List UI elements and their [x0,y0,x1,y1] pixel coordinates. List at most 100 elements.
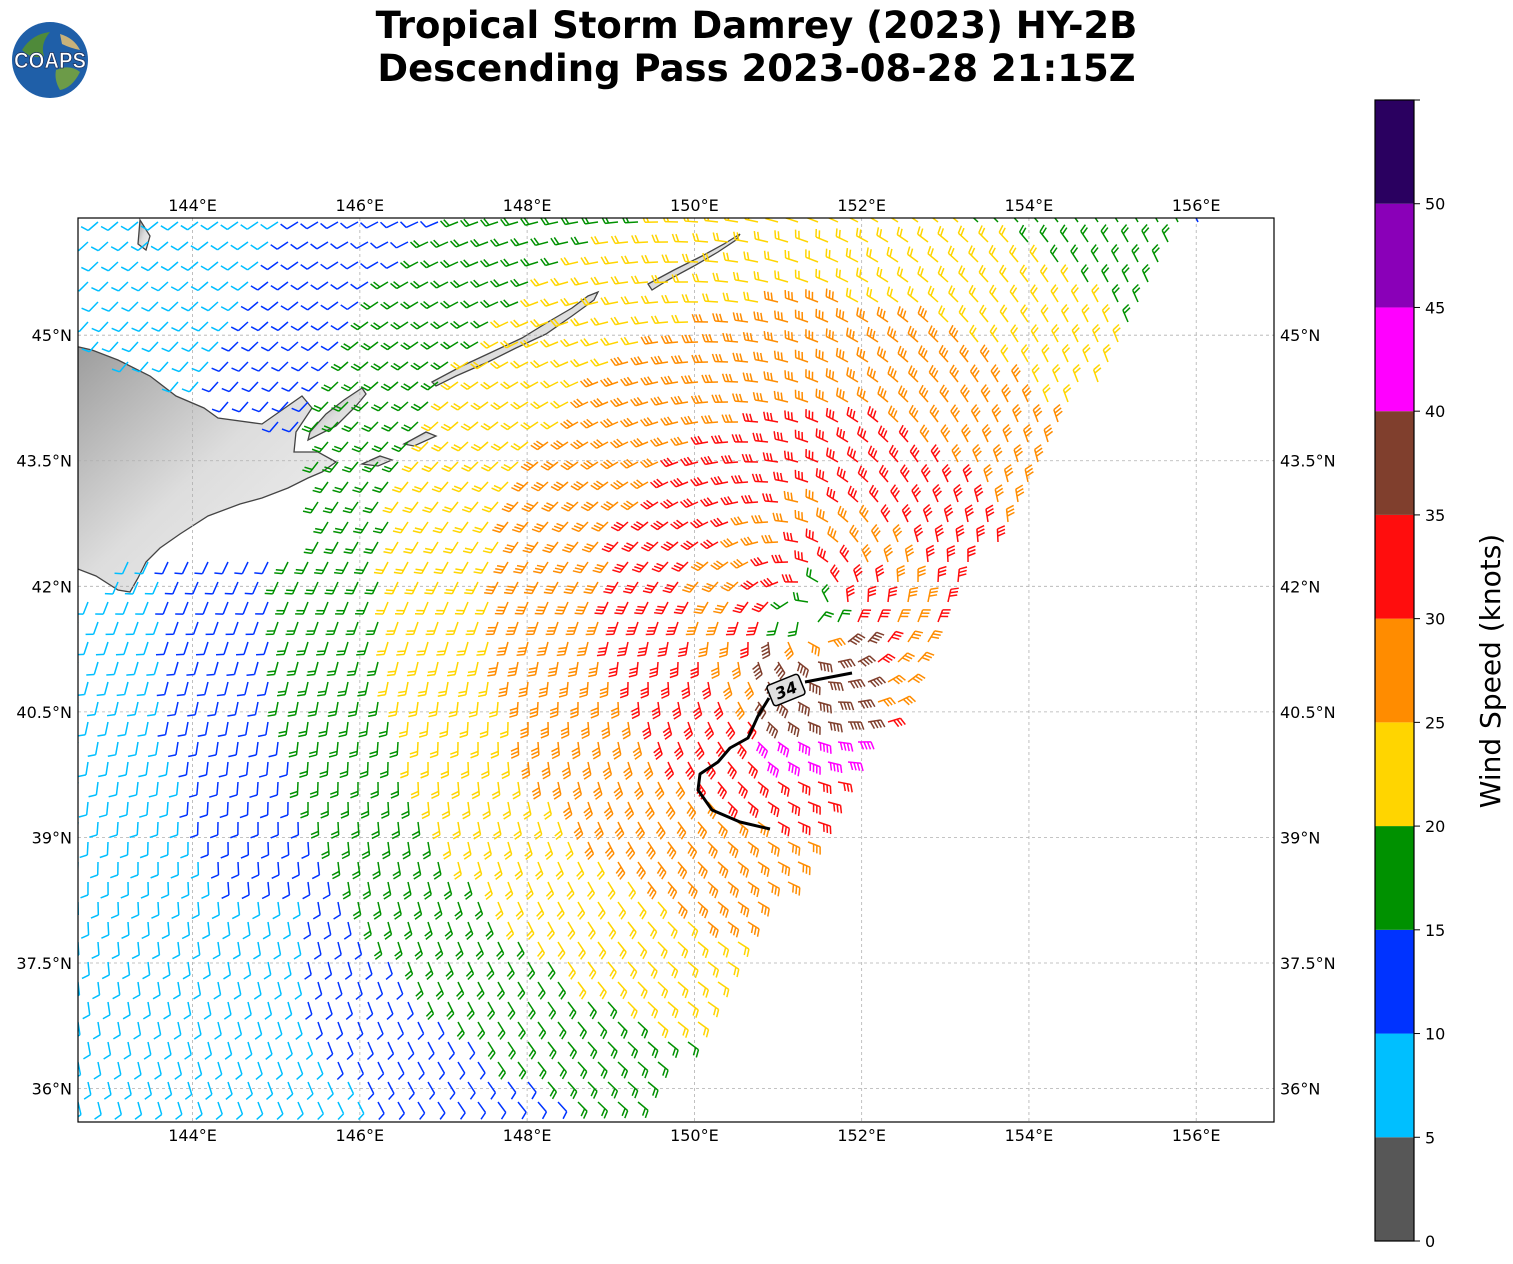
wind-barb [127,741,139,758]
wind-barb [698,641,709,658]
wind-barb [113,1061,122,1080]
wind-barb [191,321,209,332]
wind-barb [449,239,469,248]
wind-barb [351,401,369,412]
wind-barb [327,701,339,717]
wind-barb [78,222,79,224]
wind-barb [887,674,906,685]
wind-barb [918,384,929,403]
wind-barb [543,581,559,595]
wind-barb [513,561,529,574]
wind-barb [290,821,300,839]
wind-barb [465,621,479,636]
wind-barb [510,741,520,759]
wind-barb [195,641,209,656]
wind-barb [108,781,119,798]
wind-barb [251,361,269,372]
wind-barb [866,287,879,303]
wind-barb [561,761,572,780]
wind-barb [499,340,519,349]
wind-barb [630,521,649,531]
wind-barb [124,581,139,595]
wind-barb [384,581,399,595]
wind-barb [996,525,1006,543]
wind-barb [677,861,688,880]
wind-barb [650,355,669,365]
wind-barb [407,1081,415,1100]
wind-barb [451,481,469,493]
wind-barb [332,481,349,494]
wind-barb [256,681,269,697]
wind-barb [601,721,611,740]
wind-barb [120,221,139,231]
wind-barb [542,541,559,554]
wind-barb [1120,224,1129,243]
wind-barb [507,1041,516,1060]
wind-barb [493,821,502,840]
wind-barb [617,1021,628,1039]
wind-barb [114,1101,123,1120]
wind-barb [1011,364,1021,383]
wind-barb [480,340,499,349]
wind-barb [228,1121,229,1122]
wind-barb [730,558,749,569]
wind-barb [420,341,439,350]
wind-barb [114,561,129,575]
wind-barb [210,861,220,879]
wind-barb [488,1121,489,1122]
wind-barb [166,661,179,676]
wind-barb [587,961,597,980]
wind-barb [640,376,659,386]
wind-barb [620,500,639,511]
wind-barb [303,541,319,555]
wind-barb [744,681,755,701]
wind-barb [366,661,379,677]
colorbar-tick-label: 25 [1425,713,1445,732]
wind-barb [133,1061,142,1080]
wind-barb [181,381,199,393]
wind-barb [837,505,849,523]
wind-barb [610,356,629,367]
wind-barb [815,348,829,363]
wind-barb [631,234,649,244]
wind-barb [670,395,689,405]
wind-barb [337,1101,345,1121]
wind-barb [211,401,229,413]
wind-barb [644,801,655,820]
wind-barb [82,1001,91,1020]
plot-frame [77,217,1275,1123]
lat-label-left: 43.5°N [16,452,72,471]
wind-barb [151,901,160,919]
wind-barb [981,423,992,443]
wind-barb [588,1121,590,1122]
wind-barb [489,279,509,288]
wind-barb [440,341,459,350]
wind-barb [364,581,379,595]
wind-barb [697,821,708,840]
wind-barb [543,801,553,820]
wind-barb [433,561,449,575]
wind-barb [693,601,709,615]
wind-barb [391,821,401,840]
wind-barb [379,221,399,229]
wind-barb [505,621,519,636]
wind-barb [399,221,419,229]
wind-barb [541,501,559,512]
wind-barb [423,881,432,900]
wind-barb [635,821,646,840]
wind-barb [473,561,489,574]
wind-barb [877,385,889,403]
wind-barb [913,524,924,543]
wind-barb [776,701,789,719]
wind-barb [237,721,249,738]
wind-barb [631,701,640,720]
lat-label-right: 45°N [1280,326,1320,345]
wind-barb [787,761,801,777]
wind-barb [544,841,554,861]
wind-barb [617,941,627,960]
wind-barb [794,429,809,443]
wind-barb [470,401,489,411]
wind-barb [180,261,199,271]
wind-barb [502,541,519,554]
wind-barb [325,1001,333,1020]
